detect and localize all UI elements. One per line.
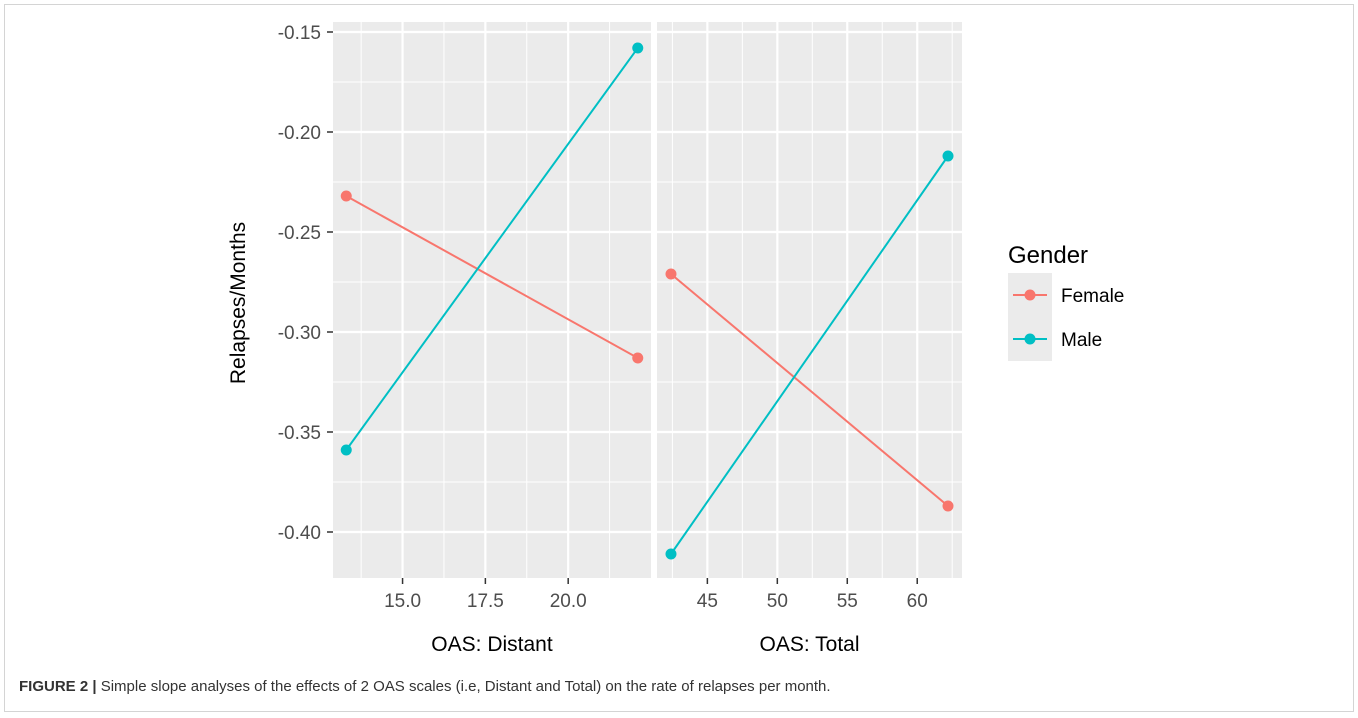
y-tick-label: -0.15: [278, 23, 321, 44]
y-axis: -0.15 -0.20 -0.25 -0.30 -0.35 -0.40: [278, 23, 333, 544]
y-tick-label: -0.35: [278, 423, 321, 444]
x-axis-title: OAS: Total: [760, 633, 860, 656]
figure-frame: [4, 4, 1354, 712]
data-point-male: [665, 548, 677, 560]
x-tick-label: 50: [767, 591, 788, 612]
panel-background: [333, 22, 651, 578]
data-point-female: [340, 190, 352, 202]
data-point-male: [942, 150, 954, 162]
legend-entry-female: Female: [1008, 273, 1124, 317]
data-point-male: [632, 42, 644, 54]
caption-text: Simple slope analyses of the effects of …: [96, 678, 831, 695]
x-tick-label: 15.0: [384, 591, 421, 612]
x-tick-label: 55: [837, 591, 858, 612]
series-line-female: [670, 273, 949, 507]
series-male: [665, 150, 954, 560]
facet-panel-1: 15.0 17.5 20.0 OAS: Distant: [333, 22, 651, 656]
y-tick-label: -0.40: [278, 523, 321, 544]
x-tick-label: 60: [907, 591, 928, 612]
series-line-male: [345, 47, 639, 451]
caption-label: FIGURE 2 |: [19, 678, 97, 695]
data-point-female: [942, 500, 954, 512]
y-tick-label: -0.20: [278, 123, 321, 144]
legend-label: Female: [1061, 286, 1124, 307]
y-tick-label: -0.30: [278, 323, 321, 344]
x-tick-label: 45: [697, 591, 718, 612]
series-line-female: [345, 195, 639, 359]
series-female: [340, 190, 644, 364]
series-male: [340, 42, 644, 456]
x-axis-title: OAS: Distant: [431, 633, 553, 656]
data-point-male: [340, 444, 352, 456]
legend-key-point: [1024, 289, 1036, 301]
data-point-female: [665, 268, 677, 280]
legend: Gender Female Male: [1008, 242, 1124, 361]
legend-label: Male: [1061, 330, 1102, 351]
legend-key-point: [1024, 333, 1036, 345]
data-point-female: [632, 352, 644, 364]
x-tick-label: 20.0: [550, 591, 587, 612]
x-tick-label: 17.5: [467, 591, 504, 612]
legend-title: Gender: [1008, 242, 1088, 269]
y-tick-label: -0.25: [278, 223, 321, 244]
y-axis-title: Relapses/Months: [227, 222, 250, 384]
panels-layer: 15.0 17.5 20.0 OAS: Distant 45 50 55 60 OAS: Tot…: [333, 22, 962, 656]
series-line-male: [670, 155, 949, 555]
series-female: [665, 268, 954, 512]
facet-panel-2: 45 50 55 60 OAS: Total: [657, 22, 962, 656]
legend-entry-male: Male: [1008, 317, 1102, 361]
figure-caption: FIGURE 2 | Simple slope analyses of the …: [19, 678, 831, 695]
